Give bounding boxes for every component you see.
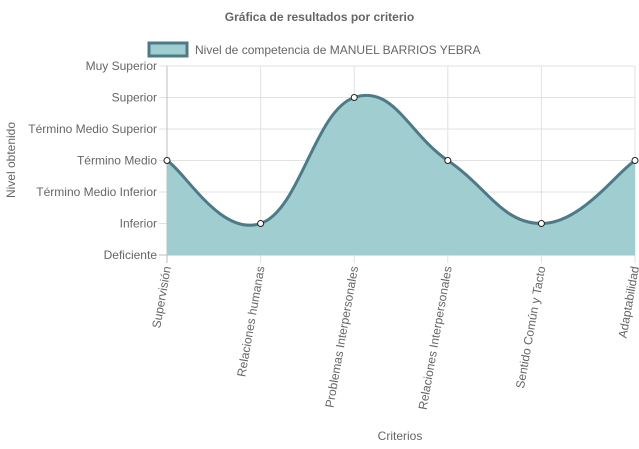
y-tick-label: Término Medio Inferior [36, 185, 157, 199]
x-tick-label: Relaciones Interpersonales [416, 265, 455, 411]
data-points [163, 94, 639, 227]
x-tick-label: Adaptabilidad [616, 265, 639, 339]
data-point[interactable] [163, 157, 171, 164]
area-layer [166, 93, 636, 255]
chart-title: Gráfica de resultados por criterio [225, 10, 414, 24]
x-tick-label: Relaciones humanas [234, 265, 267, 378]
legend-swatch [147, 41, 189, 58]
data-point[interactable] [444, 157, 452, 164]
series-area [167, 95, 635, 255]
data-point[interactable] [537, 220, 545, 227]
y-tick-label: Término Medio Superior [28, 122, 157, 136]
series-line [166, 93, 636, 227]
y-tick-label: Inferior [120, 217, 157, 231]
x-tick-label: Problemas Interpersonales [322, 265, 361, 409]
x-axis-title: Criterios [378, 429, 423, 443]
y-tick-label: Muy Superior [86, 59, 157, 73]
x-tick-label: Supervisión [149, 265, 174, 329]
x-axis-ticks: Supervisión Relaciones humanas Problemas I… [149, 265, 639, 411]
y-tick-label: Superior [112, 91, 157, 105]
y-tick-label: Deficiente [104, 248, 158, 262]
data-point[interactable] [631, 157, 639, 164]
data-point[interactable] [350, 94, 358, 101]
y-tick-label: Término Medio [77, 154, 157, 168]
y-axis-title: Nivel obtenido [4, 122, 18, 198]
legend-label: Nivel de competencia de MANUEL BARRIOS Y… [195, 43, 480, 57]
data-point[interactable] [257, 220, 265, 227]
x-tick-label: Sentido Común y Tacto [513, 265, 548, 390]
legend[interactable]: Nivel de competencia de MANUEL BARRIOS Y… [147, 41, 480, 58]
y-axis-ticks: Deficiente Inferior Término Medio Inferior… [28, 59, 157, 262]
